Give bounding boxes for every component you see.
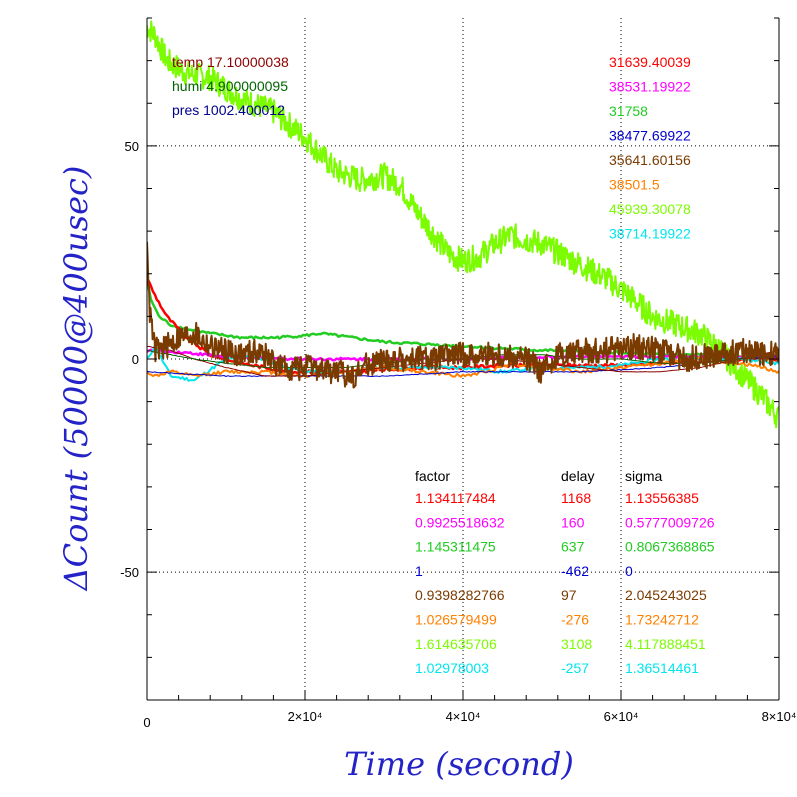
- table-delay-cell: 1168: [561, 490, 591, 506]
- table-factor-cell: 1.145311475: [415, 539, 496, 555]
- table-factor-cell: 1.02978003: [415, 660, 489, 676]
- table-sigma-cell: 0.5777009726: [625, 514, 715, 530]
- table-delay-cell: 637: [561, 539, 585, 555]
- table-delay-cell: -462: [561, 563, 589, 579]
- x-tick-label: 4×10⁴: [446, 709, 481, 724]
- series-layer: [147, 20, 779, 429]
- x-tick-label: 6×10⁴: [604, 709, 639, 724]
- x-tick-label: 0: [143, 715, 150, 730]
- y-tick-label: 0: [132, 352, 139, 367]
- env-label: temp 17.10000038: [172, 54, 289, 70]
- table-sigma-cell: 1.13556385: [625, 490, 699, 506]
- x-tick-label: 2×10⁴: [288, 709, 323, 724]
- table-factor-cell: 1.614635706: [415, 636, 497, 652]
- table-sigma-cell: 0.8067368865: [625, 539, 715, 555]
- annotation-layer: 0 2×10⁴ 4×10⁴ 6×10⁴ 8×10⁴ 50 0 -50 temp 17.10000…: [120, 54, 796, 730]
- table-header-sigma: sigma: [625, 468, 663, 484]
- env-label: pres 1002.400012: [172, 102, 285, 118]
- table-header-factor: factor: [415, 468, 450, 484]
- series-value-label: 45939.30078: [609, 201, 691, 217]
- table-delay-cell: 160: [561, 514, 585, 530]
- table-delay-cell: -276: [561, 612, 589, 628]
- table-factor-cell: 0.9925518632: [415, 514, 505, 530]
- x-tick-label: 8×10⁴: [762, 709, 797, 724]
- table-sigma-cell: 0: [625, 563, 633, 579]
- table-factor-cell: 1.134117484: [415, 490, 496, 506]
- y-tick-label: 50: [125, 139, 139, 154]
- table-delay-cell: 97: [561, 587, 577, 603]
- y-axis-title: ΔCount (50000@400usec): [57, 166, 95, 593]
- table-factor-cell: 0.9398282766: [415, 587, 505, 603]
- table-factor-cell: 1.026579499: [415, 612, 497, 628]
- table-sigma-cell: 4.117888451: [625, 636, 706, 652]
- env-label: humi 4.900000095: [172, 78, 288, 94]
- x-axis-title: Time (second): [344, 745, 574, 783]
- axis-ticks: [146, 17, 780, 701]
- table-delay-cell: -257: [561, 660, 589, 676]
- series-line-10: [147, 241, 779, 389]
- series-value-label: 38714.19922: [609, 226, 691, 242]
- table-factor-cell: 1: [415, 563, 423, 579]
- table-sigma-cell: 1.73242712: [625, 612, 699, 628]
- series-line-1: [147, 20, 779, 429]
- table-sigma-cell: 2.045243025: [625, 587, 707, 603]
- series-value-label: 38531.19922: [609, 79, 691, 95]
- series-value-label: 38501.5: [609, 177, 660, 193]
- series-value-label: 31758: [609, 103, 648, 119]
- table-sigma-cell: 1.36514461: [625, 660, 699, 676]
- series-value-label: 31639.40039: [609, 54, 691, 70]
- series-line-7: [147, 356, 779, 377]
- y-tick-label: -50: [120, 565, 139, 580]
- table-header-delay: delay: [561, 468, 594, 484]
- series-value-label: 38477.69922: [609, 128, 691, 144]
- series-value-label: 35641.60156: [609, 152, 691, 168]
- table-delay-cell: 3108: [561, 636, 592, 652]
